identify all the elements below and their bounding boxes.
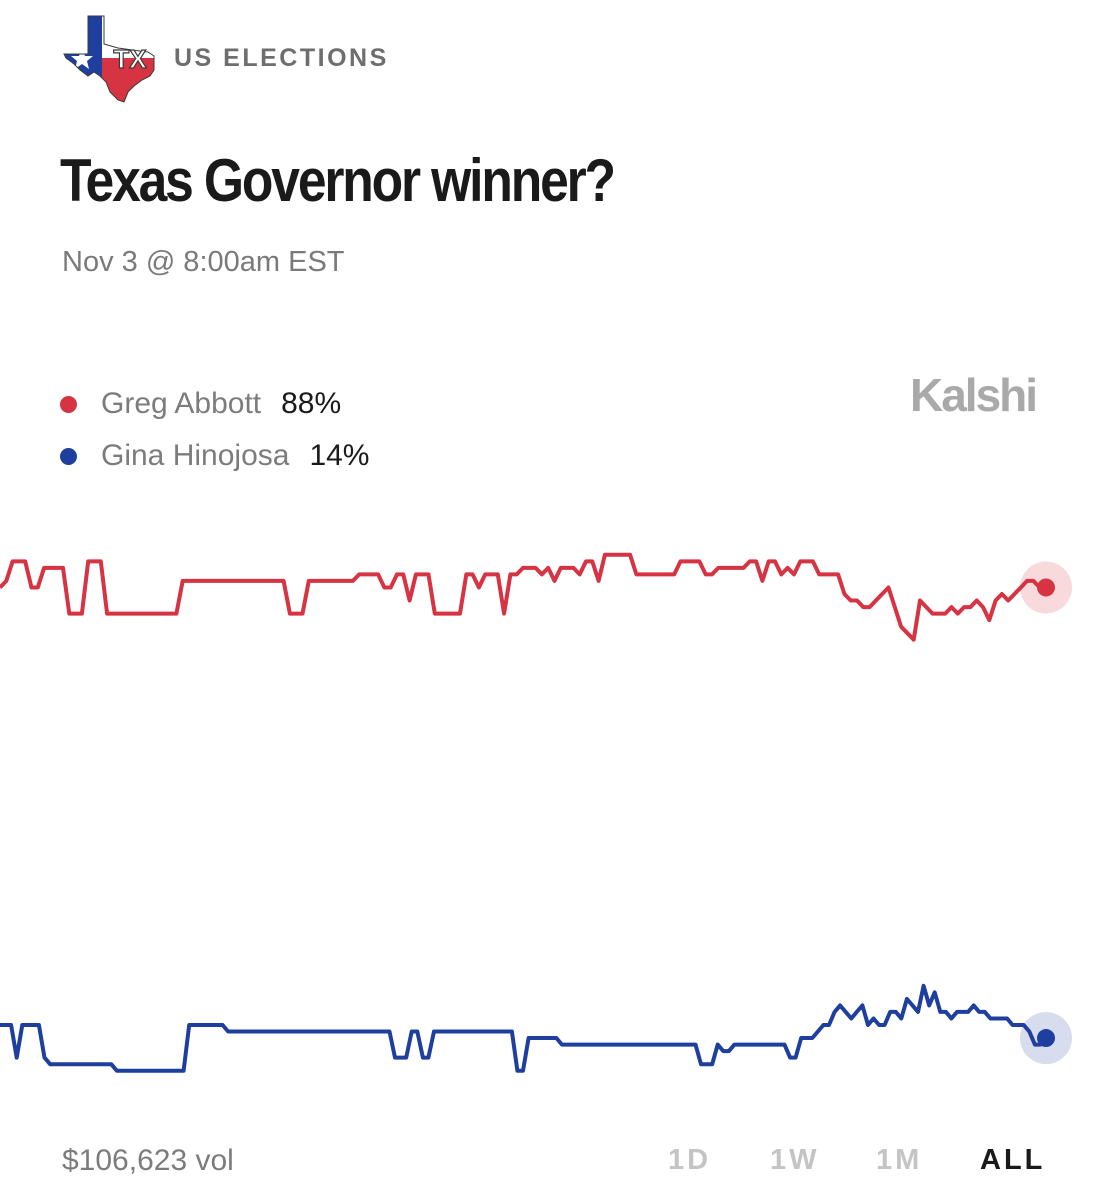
market-date: Nov 3 @ 8:00am EST (62, 246, 345, 278)
legend: Greg Abbott 88% Gina Hinojosa 14% (60, 378, 369, 482)
endpoint-dot-0[interactable] (1037, 578, 1055, 597)
series-line-0 (0, 552, 1046, 642)
kalshi-logo: Kalshi (910, 369, 1038, 421)
range-tab-1w[interactable]: 1W (770, 1144, 820, 1176)
flag-label: TX (113, 44, 147, 74)
range-tab-1m[interactable]: 1M (876, 1144, 923, 1176)
texas-flag-icon: TX (63, 15, 155, 103)
endpoint-dot-1[interactable] (1037, 1029, 1055, 1048)
price-chart (0, 552, 1072, 1073)
series-line-1 (0, 983, 1048, 1073)
range-tab-all[interactable]: ALL (980, 1144, 1046, 1176)
legend-item-abbott[interactable]: Greg Abbott 88% (60, 378, 369, 430)
legend-value: 88% (281, 387, 342, 420)
range-tab-1d[interactable]: 1D (668, 1144, 712, 1176)
abbott-dot-icon (60, 395, 77, 413)
category-label[interactable]: US ELECTIONS (174, 44, 389, 72)
legend-name: Gina Hinojosa (101, 439, 290, 472)
legend-name: Greg Abbott (101, 387, 262, 420)
legend-item-hinojosa[interactable]: Gina Hinojosa 14% (60, 430, 369, 482)
legend-value: 14% (309, 439, 370, 472)
market-title: Texas Governor winner? (60, 147, 616, 214)
hinojosa-dot-icon (60, 447, 77, 465)
volume-label: $106,623 vol (62, 1144, 234, 1177)
